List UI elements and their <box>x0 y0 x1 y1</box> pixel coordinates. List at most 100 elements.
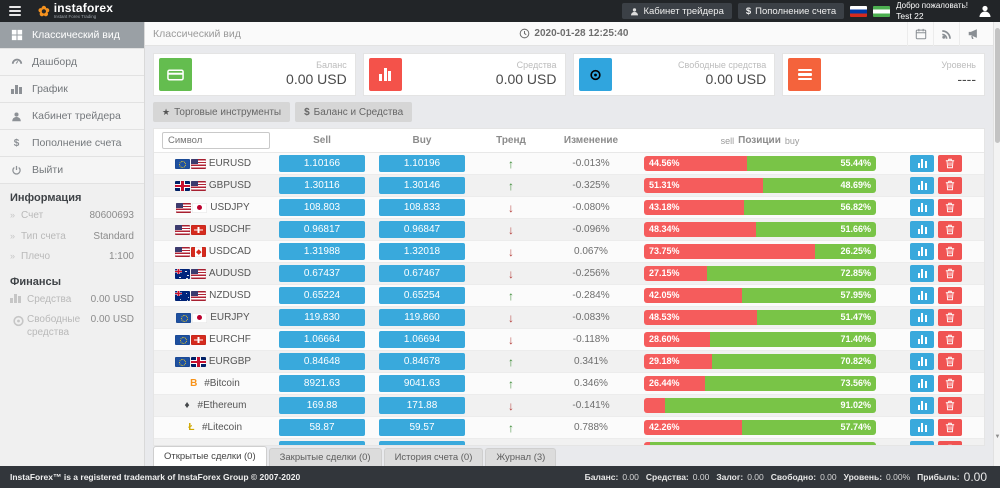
sell-price-button[interactable]: 1.06664 <box>279 331 365 348</box>
buy-price-button[interactable]: 119.860 <box>379 309 465 326</box>
buy-price-button[interactable]: 171.88 <box>379 397 465 414</box>
open-chart-button[interactable] <box>910 441 934 445</box>
trader-cabinet-button[interactable]: Кабинет трейдера <box>622 3 732 19</box>
language-flag-icon[interactable] <box>873 5 891 17</box>
open-chart-button[interactable] <box>910 287 934 304</box>
menu-toggle-icon[interactable] <box>0 0 30 22</box>
change-value: 0.788% <box>574 422 608 433</box>
delete-symbol-button[interactable] <box>938 177 962 194</box>
sidebar-item-dashboard[interactable]: Дашборд <box>0 49 144 76</box>
sidebar-item-chart[interactable]: График <box>0 76 144 103</box>
buy-cell: 1.10196 <box>372 155 472 172</box>
tab-3[interactable]: Журнал (3) <box>485 448 557 466</box>
open-chart-button[interactable] <box>910 419 934 436</box>
open-chart-button[interactable] <box>910 331 934 348</box>
sell-price-button[interactable]: 169.88 <box>279 397 365 414</box>
sell-price-button[interactable]: 8921.63 <box>279 375 365 392</box>
open-chart-button[interactable] <box>910 221 934 238</box>
buy-price-button[interactable]: 59.57 <box>379 419 465 436</box>
finance-section-title: Финансы <box>10 275 62 288</box>
russian-flag-icon[interactable] <box>850 5 868 17</box>
tab-0[interactable]: Открытые сделки (0) <box>153 446 267 466</box>
actions-cell <box>888 155 984 172</box>
footer-stat-value: 0.00 <box>692 472 710 482</box>
sell-price-button[interactable]: 119.830 <box>279 309 365 326</box>
open-chart-button[interactable] <box>910 375 934 392</box>
sidebar-item-logout[interactable]: Выйти <box>0 157 144 184</box>
sell-price-button[interactable]: 108.803 <box>279 199 365 216</box>
sell-price-button[interactable]: 1.30116 <box>279 177 365 194</box>
delete-symbol-button[interactable] <box>938 353 962 370</box>
buy-price-button[interactable]: 0.84678 <box>379 353 465 370</box>
buy-price-button[interactable]: 0.96847 <box>379 221 465 238</box>
buy-price-button[interactable]: 108.833 <box>379 199 465 216</box>
trend-cell: ↑ <box>472 158 550 170</box>
sell-price-button[interactable]: 0.67437 <box>279 265 365 282</box>
symbol-name: USDJPY <box>210 202 250 213</box>
buy-price-button[interactable]: 1.30146 <box>379 177 465 194</box>
deposit-button[interactable]: $ Пополнение счета <box>737 3 845 19</box>
open-chart-button[interactable] <box>910 265 934 282</box>
symbol-name: USDCAD <box>208 246 252 257</box>
scrollbar-down-arrow-icon[interactable]: ▼ <box>994 434 1000 440</box>
sell-price-button[interactable]: 1.10166 <box>279 155 365 172</box>
delete-symbol-button[interactable] <box>938 397 962 414</box>
buy-price-button[interactable]: 1.10196 <box>379 155 465 172</box>
symbol-flags: ● <box>204 445 219 446</box>
rss-icon[interactable] <box>933 21 959 46</box>
symbol-name: EURGBP <box>208 356 252 367</box>
coin-icon <box>10 314 24 327</box>
delete-symbol-button[interactable] <box>938 243 962 260</box>
positions-bar: 91.02% <box>644 398 876 413</box>
sell-price-button[interactable]: 0.65224 <box>279 287 365 304</box>
positions-bar: 51.31% 48.69% <box>644 178 876 193</box>
buy-price-button[interactable]: 1.32018 <box>379 243 465 260</box>
sidebar-item-deposit[interactable]: $ Пополнение счета <box>0 130 144 157</box>
sell-price-button[interactable]: 58.87 <box>279 419 365 436</box>
delete-symbol-button[interactable] <box>938 375 962 392</box>
sell-price-button[interactable] <box>279 441 365 445</box>
tab-1[interactable]: Закрытые сделки (0) <box>268 448 382 466</box>
scrollbar-thumb[interactable] <box>995 28 1000 143</box>
delete-symbol-button[interactable] <box>938 419 962 436</box>
trend-cell: ↓ <box>472 202 550 214</box>
delete-symbol-button[interactable] <box>938 265 962 282</box>
buy-price-button[interactable]: 0.67467 <box>379 265 465 282</box>
buy-price-button[interactable]: 9041.63 <box>379 375 465 392</box>
trading-instruments-button[interactable]: ★ Торговые инструменты <box>153 102 291 122</box>
dollar-icon: $ <box>13 137 20 149</box>
buy-price-button[interactable]: 0.65254 <box>379 287 465 304</box>
delete-symbol-button[interactable] <box>938 441 962 445</box>
delete-symbol-button[interactable] <box>938 155 962 172</box>
symbol-search-input[interactable] <box>162 132 270 149</box>
open-chart-button[interactable] <box>910 353 934 370</box>
sell-price-button[interactable]: 0.96817 <box>279 221 365 238</box>
delete-symbol-button[interactable] <box>938 287 962 304</box>
open-chart-button[interactable] <box>910 155 934 172</box>
sell-price-button[interactable]: 0.84648 <box>279 353 365 370</box>
delete-symbol-button[interactable] <box>938 221 962 238</box>
balance-funds-button[interactable]: $ Баланс и Средства <box>295 102 413 122</box>
info-section-title: Информация <box>10 192 82 204</box>
delete-symbol-button[interactable] <box>938 331 962 348</box>
sidebar-item-classic[interactable]: Классический вид <box>0 22 144 49</box>
sidebar-item-cabinet[interactable]: Кабинет трейдера <box>0 103 144 130</box>
sell-price-button[interactable]: 1.31988 <box>279 243 365 260</box>
buy-cell: 1.06694 <box>372 331 472 348</box>
delete-symbol-button[interactable] <box>938 199 962 216</box>
open-chart-button[interactable] <box>910 177 934 194</box>
open-chart-button[interactable] <box>910 199 934 216</box>
tab-2[interactable]: История счета (0) <box>383 448 484 466</box>
delete-symbol-button[interactable] <box>938 309 962 326</box>
buy-price-button[interactable]: 1.06694 <box>379 331 465 348</box>
open-chart-button[interactable] <box>910 309 934 326</box>
info-list: » Счет 80600693 » Тип счета Standard » Плечо 1:1… <box>0 206 144 268</box>
open-chart-button[interactable] <box>910 397 934 414</box>
change-value: -0.118% <box>572 334 610 345</box>
buy-price-button[interactable] <box>379 441 465 445</box>
calendar-icon[interactable] <box>907 21 933 46</box>
open-chart-button[interactable] <box>910 243 934 260</box>
page-scrollbar[interactable]: ▼ <box>993 22 1000 466</box>
avatar-icon[interactable] <box>978 4 992 18</box>
megaphone-icon[interactable] <box>959 21 985 46</box>
